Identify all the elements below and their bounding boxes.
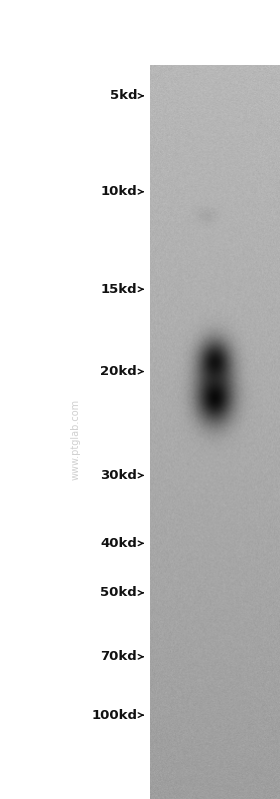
Text: 30kd: 30kd [100,469,137,482]
Text: 15kd: 15kd [101,283,137,296]
Text: 40kd: 40kd [100,537,137,550]
Text: www.ptglab.com: www.ptglab.com [71,399,81,480]
Text: 5kd: 5kd [110,89,137,102]
Text: 50kd: 50kd [101,586,137,599]
Text: 20kd: 20kd [101,365,137,378]
Text: 100kd: 100kd [91,709,137,721]
Text: 10kd: 10kd [101,185,137,198]
Text: 70kd: 70kd [101,650,137,663]
